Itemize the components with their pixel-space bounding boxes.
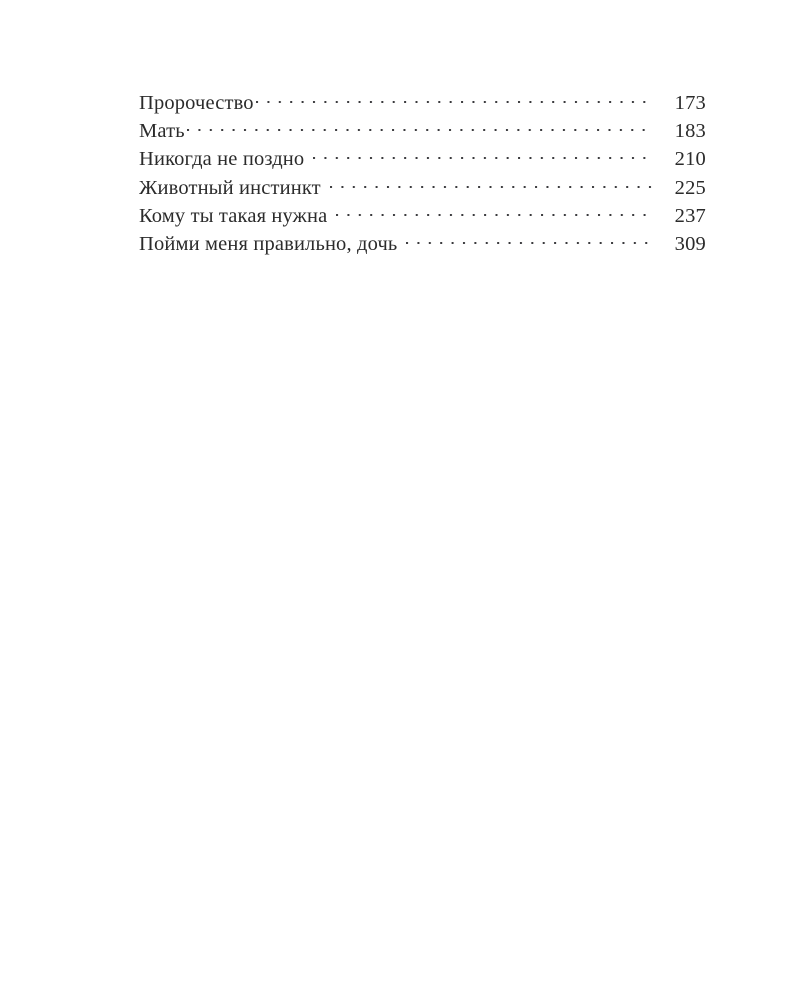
dot-leader <box>253 88 653 109</box>
toc-entry[interactable]: Кому ты такая нужна 237 <box>139 202 706 230</box>
toc-entry-page-number: 210 <box>674 148 706 171</box>
dot-leader <box>327 173 653 194</box>
toc-entry-page-number: 173 <box>674 91 706 114</box>
toc-entry[interactable]: Животный инстинкт 225 <box>139 173 706 201</box>
dot-leader <box>334 202 653 223</box>
toc-entry-page-number: 309 <box>674 233 706 256</box>
toc-entry-title: Кому ты такая нужна <box>139 205 328 228</box>
dot-leader <box>404 230 653 251</box>
toc-entry[interactable]: Мать 183 <box>139 116 706 144</box>
toc-entry-title: Пророчество <box>139 91 254 114</box>
toc-entry-title: Никогда не поздно <box>139 148 305 171</box>
toc-entry-title: Мать <box>139 119 185 142</box>
dot-leader <box>311 145 653 166</box>
toc-entry-page-number: 183 <box>674 119 706 142</box>
toc-entry-title: Животный инстинкт <box>139 176 321 199</box>
table-of-contents: Пророчество 173 Мать 183 Никогда не позд… <box>139 88 706 258</box>
dot-leader <box>184 116 653 137</box>
toc-entry-page-number: 225 <box>674 176 706 199</box>
toc-entry[interactable]: Пророчество 173 <box>139 88 706 116</box>
toc-entry[interactable]: Пойми меня правильно, дочь 309 <box>139 230 706 258</box>
toc-entry-page-number: 237 <box>674 205 706 228</box>
toc-entry-title: Пойми меня правильно, дочь <box>139 233 398 256</box>
toc-entry[interactable]: Никогда не поздно 210 <box>139 145 706 173</box>
